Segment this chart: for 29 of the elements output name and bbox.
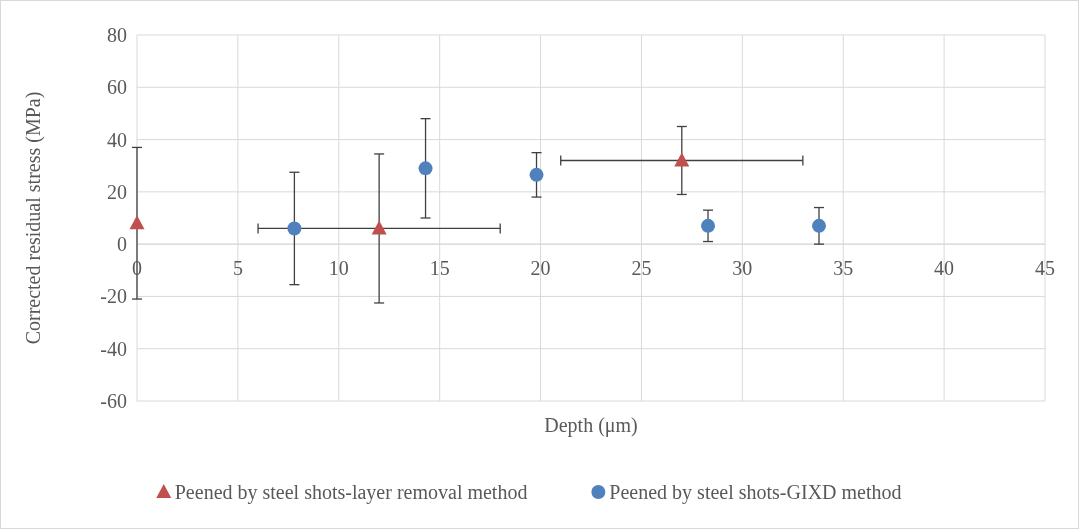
x-tick-label: 30 bbox=[732, 257, 753, 280]
point bbox=[129, 215, 145, 230]
point bbox=[529, 167, 544, 182]
x-tick-label: 10 bbox=[328, 257, 349, 280]
y-tick-label: 40 bbox=[107, 128, 127, 151]
legend-label: Peened by steel shots-layer removal method bbox=[174, 481, 528, 504]
y-tick-label: -20 bbox=[100, 285, 127, 308]
point bbox=[701, 218, 716, 233]
y-axis-title: Corrected residual stress (MPa) bbox=[22, 91, 45, 345]
x-tick-label: 40 bbox=[934, 257, 955, 280]
y-tick-label: 80 bbox=[107, 24, 127, 46]
point bbox=[812, 218, 827, 233]
legend-label: Peened by steel shots-GIXD method bbox=[609, 481, 902, 504]
y-tick-label: 60 bbox=[107, 76, 127, 99]
x-tick-label: 35 bbox=[833, 257, 854, 280]
point bbox=[371, 220, 387, 235]
x-tick-label: 25 bbox=[631, 257, 652, 280]
x-tick-label: 45 bbox=[1035, 257, 1055, 280]
x-tick-label: 20 bbox=[530, 257, 551, 280]
y-tick-label: -60 bbox=[100, 390, 127, 412]
x-axis-title: Depth (μm) bbox=[544, 414, 638, 437]
point bbox=[418, 161, 433, 176]
x-tick-label: 5 bbox=[232, 257, 243, 280]
x-tick-label: 15 bbox=[429, 257, 450, 280]
y-tick-label: 0 bbox=[117, 233, 127, 256]
y-tick-label: -40 bbox=[100, 337, 127, 360]
point bbox=[287, 221, 302, 236]
point bbox=[674, 152, 690, 167]
y-tick-label: 20 bbox=[107, 180, 127, 203]
